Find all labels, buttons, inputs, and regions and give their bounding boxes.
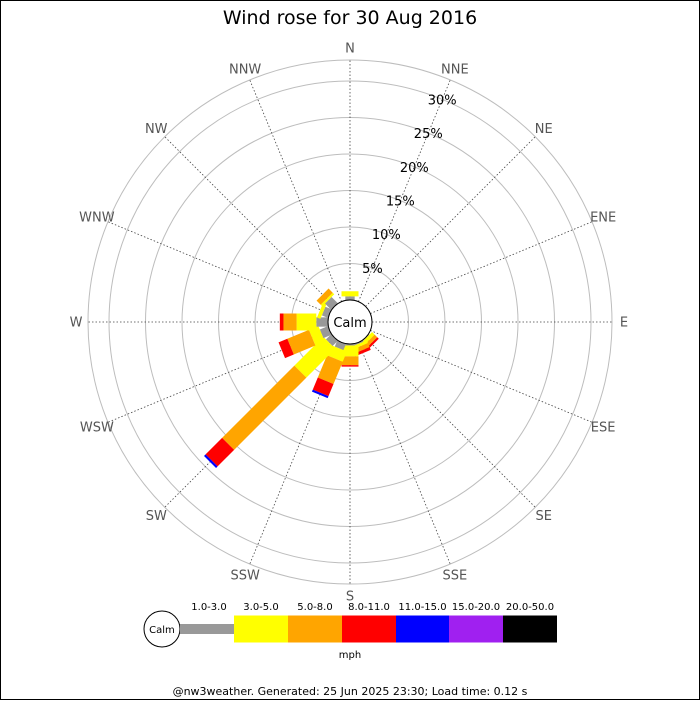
- direction-bars: [204, 288, 379, 468]
- direction-label-se: SE: [536, 509, 552, 524]
- legend-label-4: 8.0-11.0: [348, 602, 390, 613]
- bar-se-bin-4: [365, 337, 379, 351]
- spoke-nw: [164, 136, 335, 307]
- grid-ring-2: [254, 226, 446, 418]
- bar-se-bin-2: [360, 332, 375, 347]
- legend-swatch-5: [396, 615, 449, 643]
- grid-outer-ring: [87, 59, 613, 585]
- legend-label-6: 15.0-20.0: [452, 602, 500, 613]
- bar-sse-bin-3: [352, 343, 370, 354]
- ring-label-30: 30%: [428, 93, 457, 108]
- bar-ssw-bin-1: [334, 340, 346, 351]
- bar-nw-bin-2: [320, 292, 335, 307]
- direction-label-n: N: [345, 42, 355, 57]
- direction-label-sw: SW: [146, 509, 167, 524]
- legend-swatch-1: [180, 624, 234, 634]
- ring-label-25: 25%: [414, 127, 443, 142]
- direction-label-ne: NE: [535, 122, 553, 137]
- bar-wsw-bin-3: [287, 329, 316, 355]
- legend-label-1: 1.0-3.0: [191, 602, 226, 613]
- legend-label-7: 20.0-50.0: [506, 602, 554, 613]
- legend-swatch-2: [234, 615, 288, 643]
- spoke-wnw: [107, 221, 330, 314]
- legend-label-3: 5.0-8.0: [297, 602, 332, 613]
- grid-ring-4: [181, 153, 519, 491]
- bar-ssw-bin-5: [311, 389, 329, 399]
- direction-label-sse: SSE: [442, 569, 467, 584]
- bar-sse-bin-2: [351, 340, 368, 350]
- bar-se-bin-3: [362, 334, 378, 350]
- footer-credit: @nw3weather. Generated: 25 Jun 2025 23:3…: [173, 685, 528, 698]
- bar-sw-bin-5: [204, 454, 218, 468]
- ring-label-10: 10%: [372, 228, 401, 243]
- bar-ssw-bin-3: [317, 355, 343, 385]
- bar-nw-bin-1: [324, 296, 338, 310]
- legend-swatch-4: [342, 615, 396, 643]
- legend-swatch-6: [449, 615, 503, 643]
- bar-sw-bin-2: [294, 336, 336, 378]
- direction-label-w: W: [70, 316, 83, 331]
- bar-ssw-bin-2: [327, 345, 347, 362]
- bar-ssw-bin-4: [312, 377, 334, 397]
- calm-label: Calm: [333, 316, 366, 331]
- spoke-se: [365, 337, 536, 508]
- direction-label-ene: ENE: [590, 211, 616, 226]
- direction-label-e: E: [620, 316, 628, 331]
- direction-label-nw: NW: [145, 122, 168, 137]
- bar-wsw-bin-4: [278, 338, 294, 359]
- bar-wsw-bin-2: [308, 325, 325, 346]
- bar-sw-bin-4: [205, 437, 235, 467]
- direction-labels: N NNE NE ENE E ESE SE SSE S SSW SW WSW W WNW NW NNW: [70, 42, 629, 605]
- direction-label-wsw: WSW: [80, 420, 114, 435]
- ring-labels: 5% 10% 15% 20% 25% 30%: [362, 93, 457, 277]
- direction-label-nne: NNE: [441, 62, 469, 77]
- legend-swatch-3: [288, 615, 342, 643]
- legend-label-2: 3.0-5.0: [243, 602, 278, 613]
- direction-label-ssw: SSW: [230, 569, 260, 584]
- calm-circle: [327, 299, 373, 345]
- direction-label-nnw: NNW: [229, 62, 261, 77]
- legend-label-5: 11.0-15.0: [398, 602, 446, 613]
- bar-nw-bin-3: [316, 288, 333, 305]
- bar-sw-bin-3: [222, 365, 307, 450]
- bar-sw-bin-1: [325, 334, 338, 347]
- bar-wnw-bin-2: [316, 301, 327, 319]
- ring-label-15: 15%: [386, 195, 415, 210]
- direction-label-s: S: [346, 590, 354, 605]
- direction-label-wnw: WNW: [79, 211, 115, 226]
- ring-label-5: 5%: [362, 262, 383, 277]
- spoke-nnw: [249, 79, 342, 302]
- spoke-ese: [370, 330, 593, 423]
- calm-marker: Calm: [327, 299, 373, 345]
- legend-unit: mph: [339, 650, 361, 661]
- bar-sse-bin-4: [353, 347, 371, 357]
- legend-calm-label: Calm: [149, 625, 175, 636]
- ring-label-20: 20%: [400, 161, 429, 176]
- bar-wsw-bin-1: [319, 326, 332, 339]
- direction-label-ese: ESE: [591, 420, 616, 435]
- grid-ring-6: [108, 80, 592, 564]
- legend-swatch-7: [503, 615, 557, 643]
- spoke-ne: [365, 136, 536, 307]
- chart-title: Wind rose for 30 Aug 2016: [223, 7, 477, 29]
- speed-legend: Calm 1.0-3.0 3.0-5.0 5.0-8.0 8.0-11.0 11.0-15…: [143, 602, 557, 648]
- spoke-nne: [358, 79, 451, 302]
- spoke-ene: [370, 221, 593, 314]
- bar-wnw-bin-1: [321, 306, 332, 318]
- spoke-sse: [358, 342, 451, 565]
